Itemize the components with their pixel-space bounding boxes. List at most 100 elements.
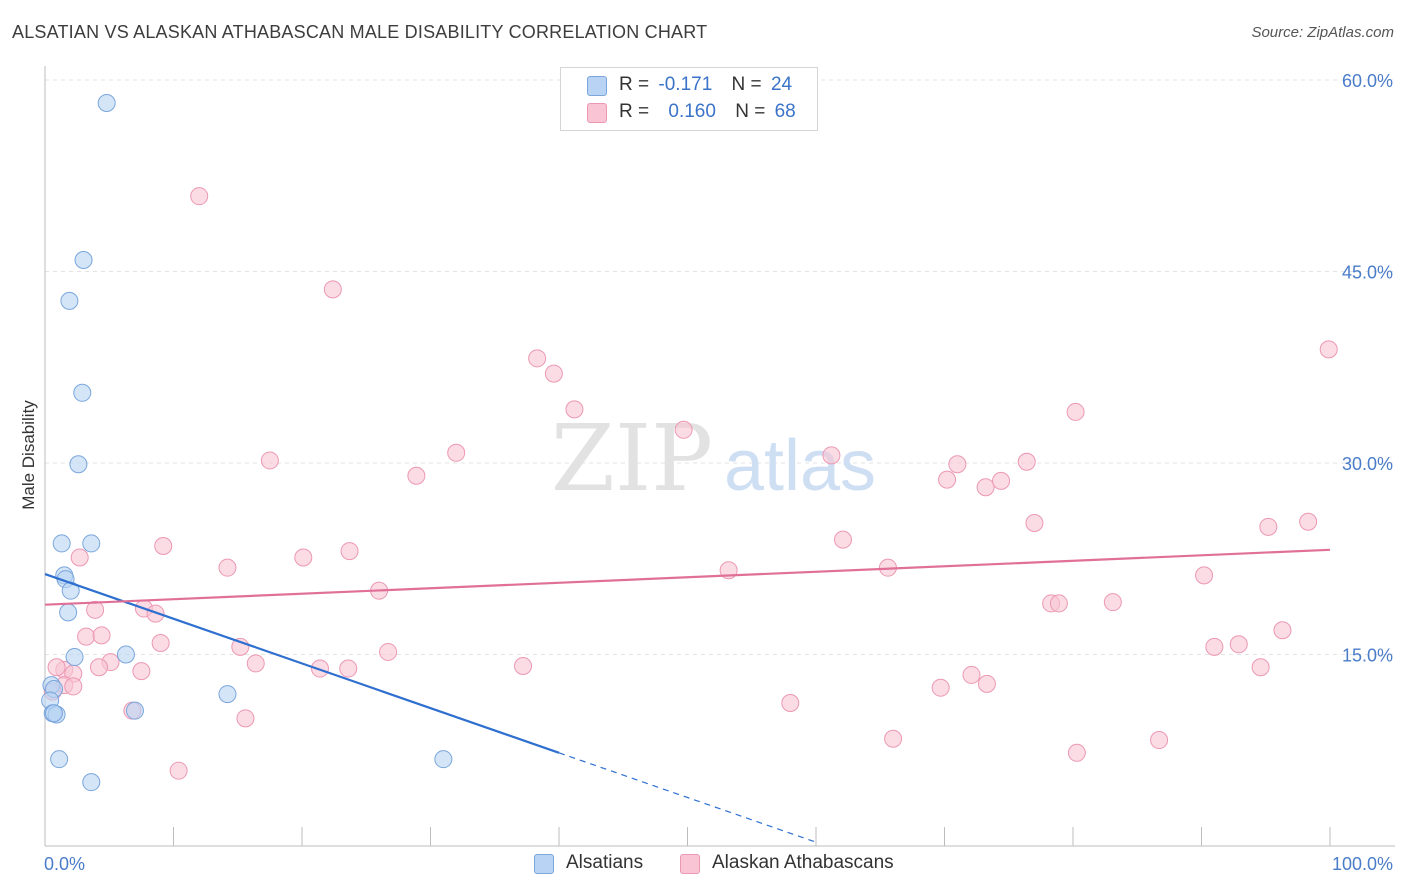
- alsatian-point: [52, 534, 71, 553]
- alsatian-point: [73, 383, 92, 402]
- axes: [44, 66, 1395, 847]
- legend-swatch-alsatians: [587, 76, 607, 96]
- athabascan-point: [47, 658, 66, 677]
- athabascan-point: [992, 471, 1011, 490]
- alsatian-point: [74, 251, 93, 270]
- athabascan-point: [379, 642, 398, 661]
- athabascan-point: [246, 654, 265, 673]
- alsatian-point: [60, 291, 79, 310]
- legend-n-label: N =: [731, 74, 762, 95]
- athabascan-point: [92, 626, 111, 645]
- athabascan-point: [236, 709, 255, 728]
- athabascan-point: [1017, 452, 1036, 471]
- athabascan-point: [294, 548, 313, 567]
- athabascan-point: [151, 634, 170, 653]
- athabascan-point: [1251, 658, 1270, 677]
- athabascan-point: [64, 677, 83, 696]
- legend-n-value: 24: [770, 74, 793, 95]
- legend-r-value: -0.171: [658, 74, 713, 95]
- athabascan-point: [132, 662, 151, 681]
- athabascan-point: [1067, 743, 1086, 762]
- bottom-legend-label-athabascans: Alaskan Athabascans: [712, 852, 894, 873]
- athabascan-point: [407, 466, 426, 485]
- legend-n-label: N =: [735, 101, 766, 122]
- legend-r-label: R =: [619, 101, 650, 122]
- y-tick-label: 15.0%: [1342, 646, 1393, 666]
- data-points: [41, 93, 1338, 792]
- athabascan-point: [931, 678, 950, 697]
- athabascan-point: [884, 729, 903, 748]
- athabascan-point: [339, 659, 358, 678]
- alsatian-point: [44, 704, 63, 723]
- legend: R = -0.171 N = 24 R = 0.160 N = 68: [560, 67, 818, 131]
- athabascan-point: [833, 530, 852, 549]
- athabascan-point: [77, 627, 96, 646]
- athabascan-point: [1259, 517, 1278, 536]
- alsatian-point: [125, 701, 144, 720]
- athabascan-point: [447, 443, 466, 462]
- alsatians-trend-extension: [558, 752, 817, 843]
- y-tick-label: 60.0%: [1342, 71, 1393, 91]
- source-label: Source: ZipAtlas.com: [1251, 24, 1394, 41]
- legend-swatch-athabascans: [587, 103, 607, 123]
- athabascan-point: [1299, 512, 1318, 531]
- athabascan-point: [976, 478, 995, 497]
- alsatian-point: [116, 645, 135, 664]
- athabascan-point: [218, 558, 237, 577]
- athabascan-point: [1205, 637, 1224, 656]
- alsatian-point: [69, 455, 88, 474]
- athabascans-trend-line: [44, 548, 1331, 606]
- alsatian-point: [50, 750, 69, 769]
- alsatians-trend-line: [44, 573, 560, 754]
- x-tick-label: 100.0%: [1332, 854, 1393, 874]
- athabascan-point: [89, 658, 108, 677]
- bottom-legend-swatch-alsatians: [534, 854, 554, 874]
- alsatian-point: [82, 773, 101, 792]
- athabascan-point: [1103, 593, 1122, 612]
- alsatian-point: [218, 685, 237, 704]
- athabascan-point: [1273, 621, 1292, 640]
- legend-r-label: R =: [619, 74, 650, 95]
- athabascan-point: [938, 470, 957, 489]
- alsatian-point: [434, 750, 453, 769]
- athabascan-point: [822, 446, 841, 465]
- athabascan-point: [1195, 566, 1214, 585]
- athabascan-point: [948, 455, 967, 474]
- athabascan-point: [528, 349, 547, 368]
- athabascan-point: [1066, 402, 1085, 421]
- athabascan-point: [340, 542, 359, 561]
- athabascan-point: [70, 548, 89, 567]
- athabascan-point: [565, 400, 584, 419]
- athabascan-point: [1025, 514, 1044, 533]
- chart-title: ALSATIAN VS ALASKAN ATHABASCAN MALE DISA…: [12, 22, 708, 42]
- alsatian-point: [82, 534, 101, 553]
- athabascan-point: [169, 761, 188, 780]
- watermark-atlas: atlas: [724, 426, 876, 506]
- athabascan-point: [977, 674, 996, 693]
- athabascan-point: [781, 694, 800, 713]
- y-tick-label: 30.0%: [1342, 454, 1393, 474]
- athabascan-point: [190, 187, 209, 206]
- athabascan-point: [674, 420, 693, 439]
- tick-labels: 15.0% 30.0% 45.0% 60.0% 0.0% 100.0%: [44, 71, 1393, 874]
- watermark-zip: ZIP: [551, 405, 713, 512]
- athabascan-point: [1150, 731, 1169, 750]
- athabascan-point: [154, 536, 173, 555]
- athabascan-point: [544, 364, 563, 383]
- alsatian-point: [59, 603, 78, 622]
- athabascan-point: [514, 656, 533, 675]
- alsatian-point: [97, 93, 116, 112]
- athabascan-point: [1049, 594, 1068, 613]
- y-tick-label: 45.0%: [1342, 263, 1393, 283]
- x-tick-label: 0.0%: [44, 854, 85, 874]
- y-axis-label: Male Disability: [19, 400, 38, 510]
- athabascan-point: [86, 600, 105, 619]
- athabascan-point: [323, 280, 342, 299]
- legend-n-value: 68: [774, 101, 796, 122]
- athabascan-point: [260, 451, 279, 470]
- athabascan-point: [962, 665, 981, 684]
- bottom-legend-swatch-athabascans: [680, 854, 700, 874]
- athabascan-point: [1229, 635, 1248, 654]
- trend-lines: [44, 548, 1331, 843]
